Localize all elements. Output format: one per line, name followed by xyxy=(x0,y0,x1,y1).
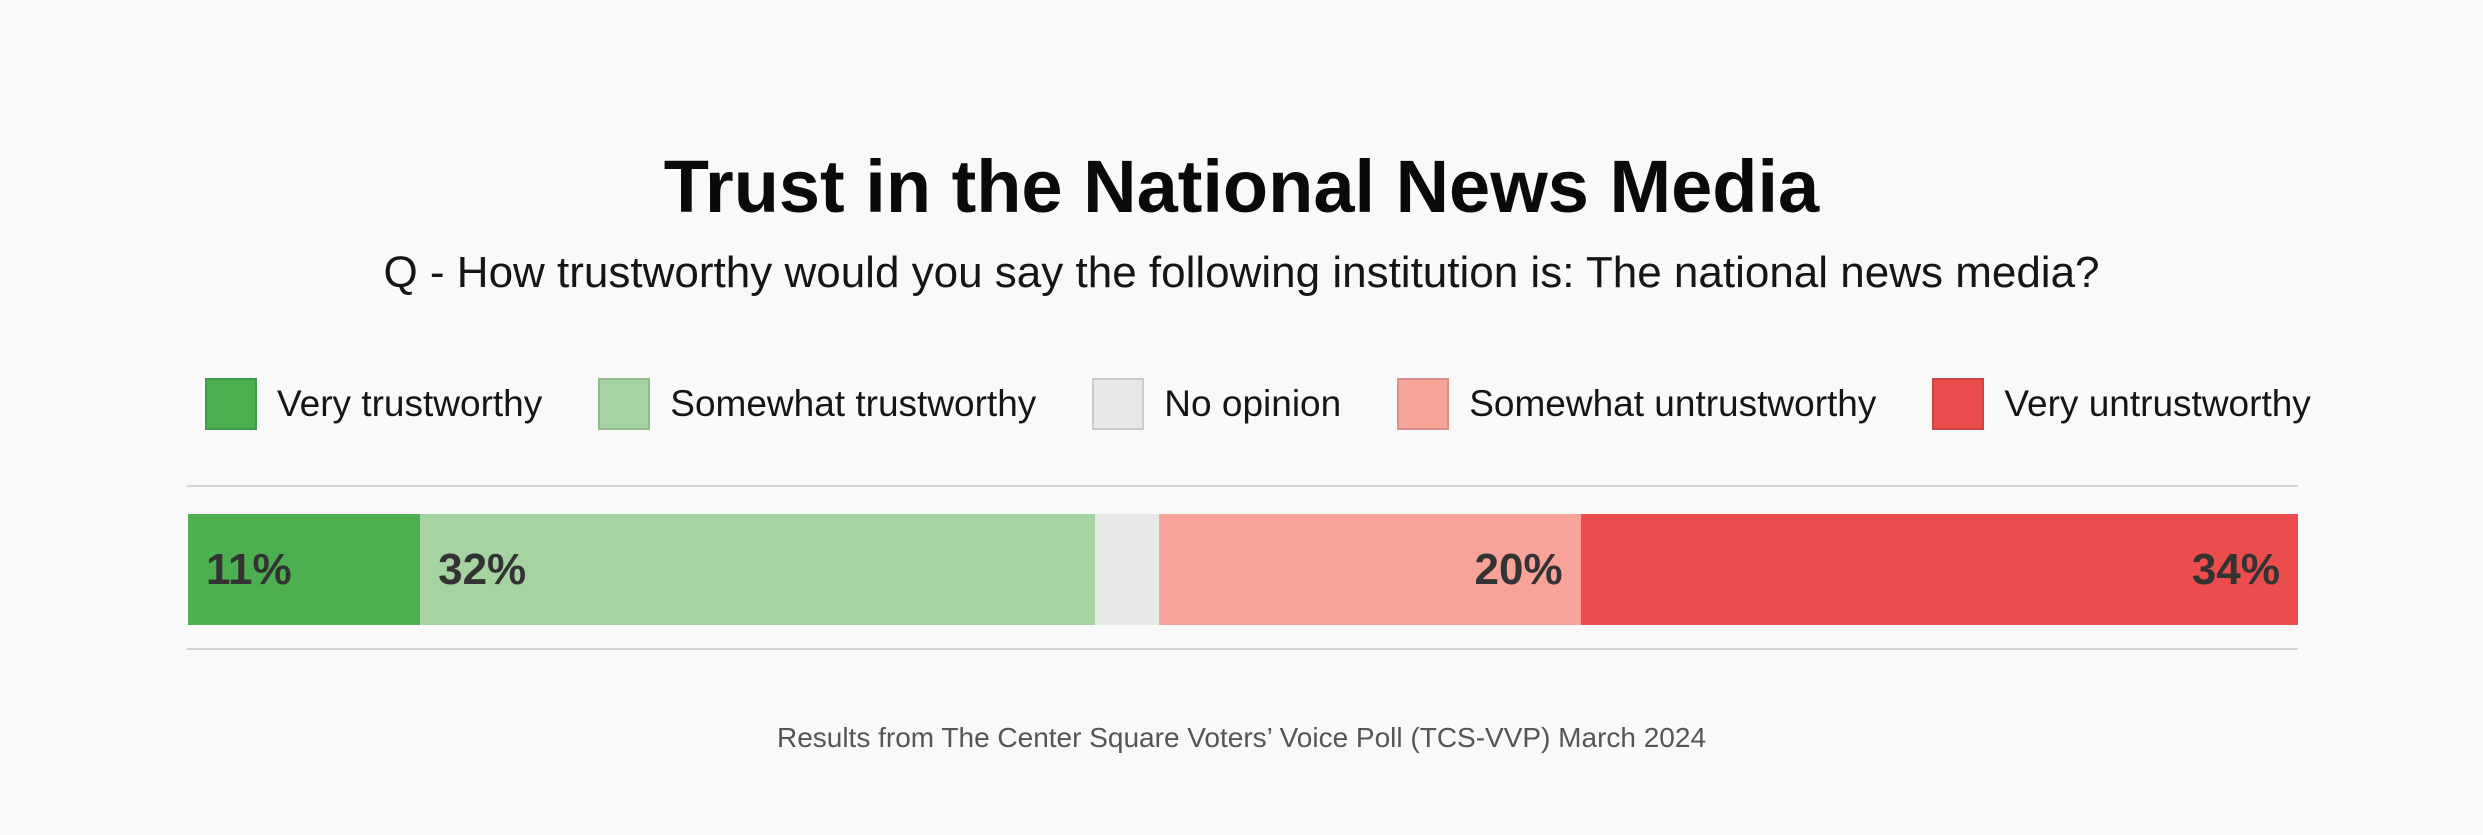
legend-swatch xyxy=(205,378,257,430)
chart-subtitle: Q - How trustworthy would you say the fo… xyxy=(383,248,2100,297)
legend-item-no-opinion: No opinion xyxy=(1092,378,1341,430)
legend-item-very-trustworthy: Very trustworthy xyxy=(205,378,542,430)
legend: Very trustworthy Somewhat trustworthy No o… xyxy=(205,377,2311,431)
bar-segment-no-opinion xyxy=(1095,514,1159,625)
top-divider xyxy=(187,485,2298,487)
chart-title: Trust in the National News Media xyxy=(663,145,1820,228)
legend-label: Very untrustworthy xyxy=(2004,383,2311,424)
legend-label: No opinion xyxy=(1164,383,1342,424)
bar-segment-somewhat-trustworthy: 32% xyxy=(420,514,1096,625)
legend-label: Somewhat untrustworthy xyxy=(1469,383,1877,424)
legend-swatch xyxy=(1932,378,1985,430)
bar-segment-somewhat-untrustworthy: 20% xyxy=(1158,514,1581,625)
legend-item-somewhat-untrustworthy: Somewhat untrustworthy xyxy=(1397,378,1876,430)
legend-item-somewhat-trustworthy: Somewhat trustworthy xyxy=(598,378,1036,430)
bar-value-label: 20% xyxy=(1474,544,1563,594)
legend-label: Somewhat trustworthy xyxy=(670,383,1037,424)
legend-swatch xyxy=(598,378,651,430)
bar-segment-very-trustworthy: 11% xyxy=(188,514,421,625)
bottom-divider xyxy=(187,648,2298,650)
legend-swatch xyxy=(1397,378,1450,430)
legend-item-very-untrustworthy: Very untrustworthy xyxy=(1932,378,2311,430)
bar-value-label: 11% xyxy=(206,544,292,594)
bar-segment-very-untrustworthy: 34% xyxy=(1580,514,2298,625)
bar-value-label: 34% xyxy=(2191,544,2280,594)
source-note: Results from The Center Square Voters’ V… xyxy=(776,722,1707,753)
bar-value-label: 32% xyxy=(438,544,527,594)
legend-label: Very trustworthy xyxy=(277,383,543,424)
legend-swatch xyxy=(1092,378,1145,430)
stacked-bar: 11% 32% 20% 34% xyxy=(188,514,2298,625)
